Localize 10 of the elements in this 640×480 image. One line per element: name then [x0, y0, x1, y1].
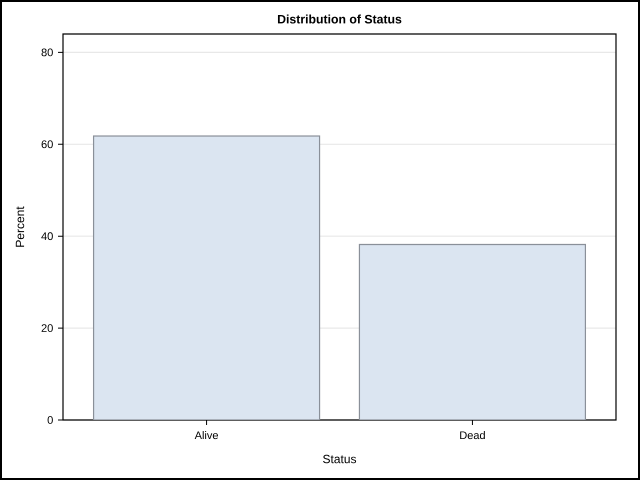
- y-tick-label: 60: [42, 140, 53, 148]
- x-tick-label: Alive: [194, 431, 218, 440]
- y-tick-label: 20: [42, 324, 53, 332]
- x-axis-title: Status: [323, 454, 356, 464]
- y-tick-label: 0: [48, 416, 53, 424]
- x-tick-label: Dead: [460, 431, 485, 440]
- y-axis-title: Percent: [16, 206, 24, 247]
- y-tick-label: 80: [42, 48, 53, 56]
- chart-title: Distribution of Status: [278, 14, 402, 24]
- y-tick-label: 40: [41, 232, 53, 240]
